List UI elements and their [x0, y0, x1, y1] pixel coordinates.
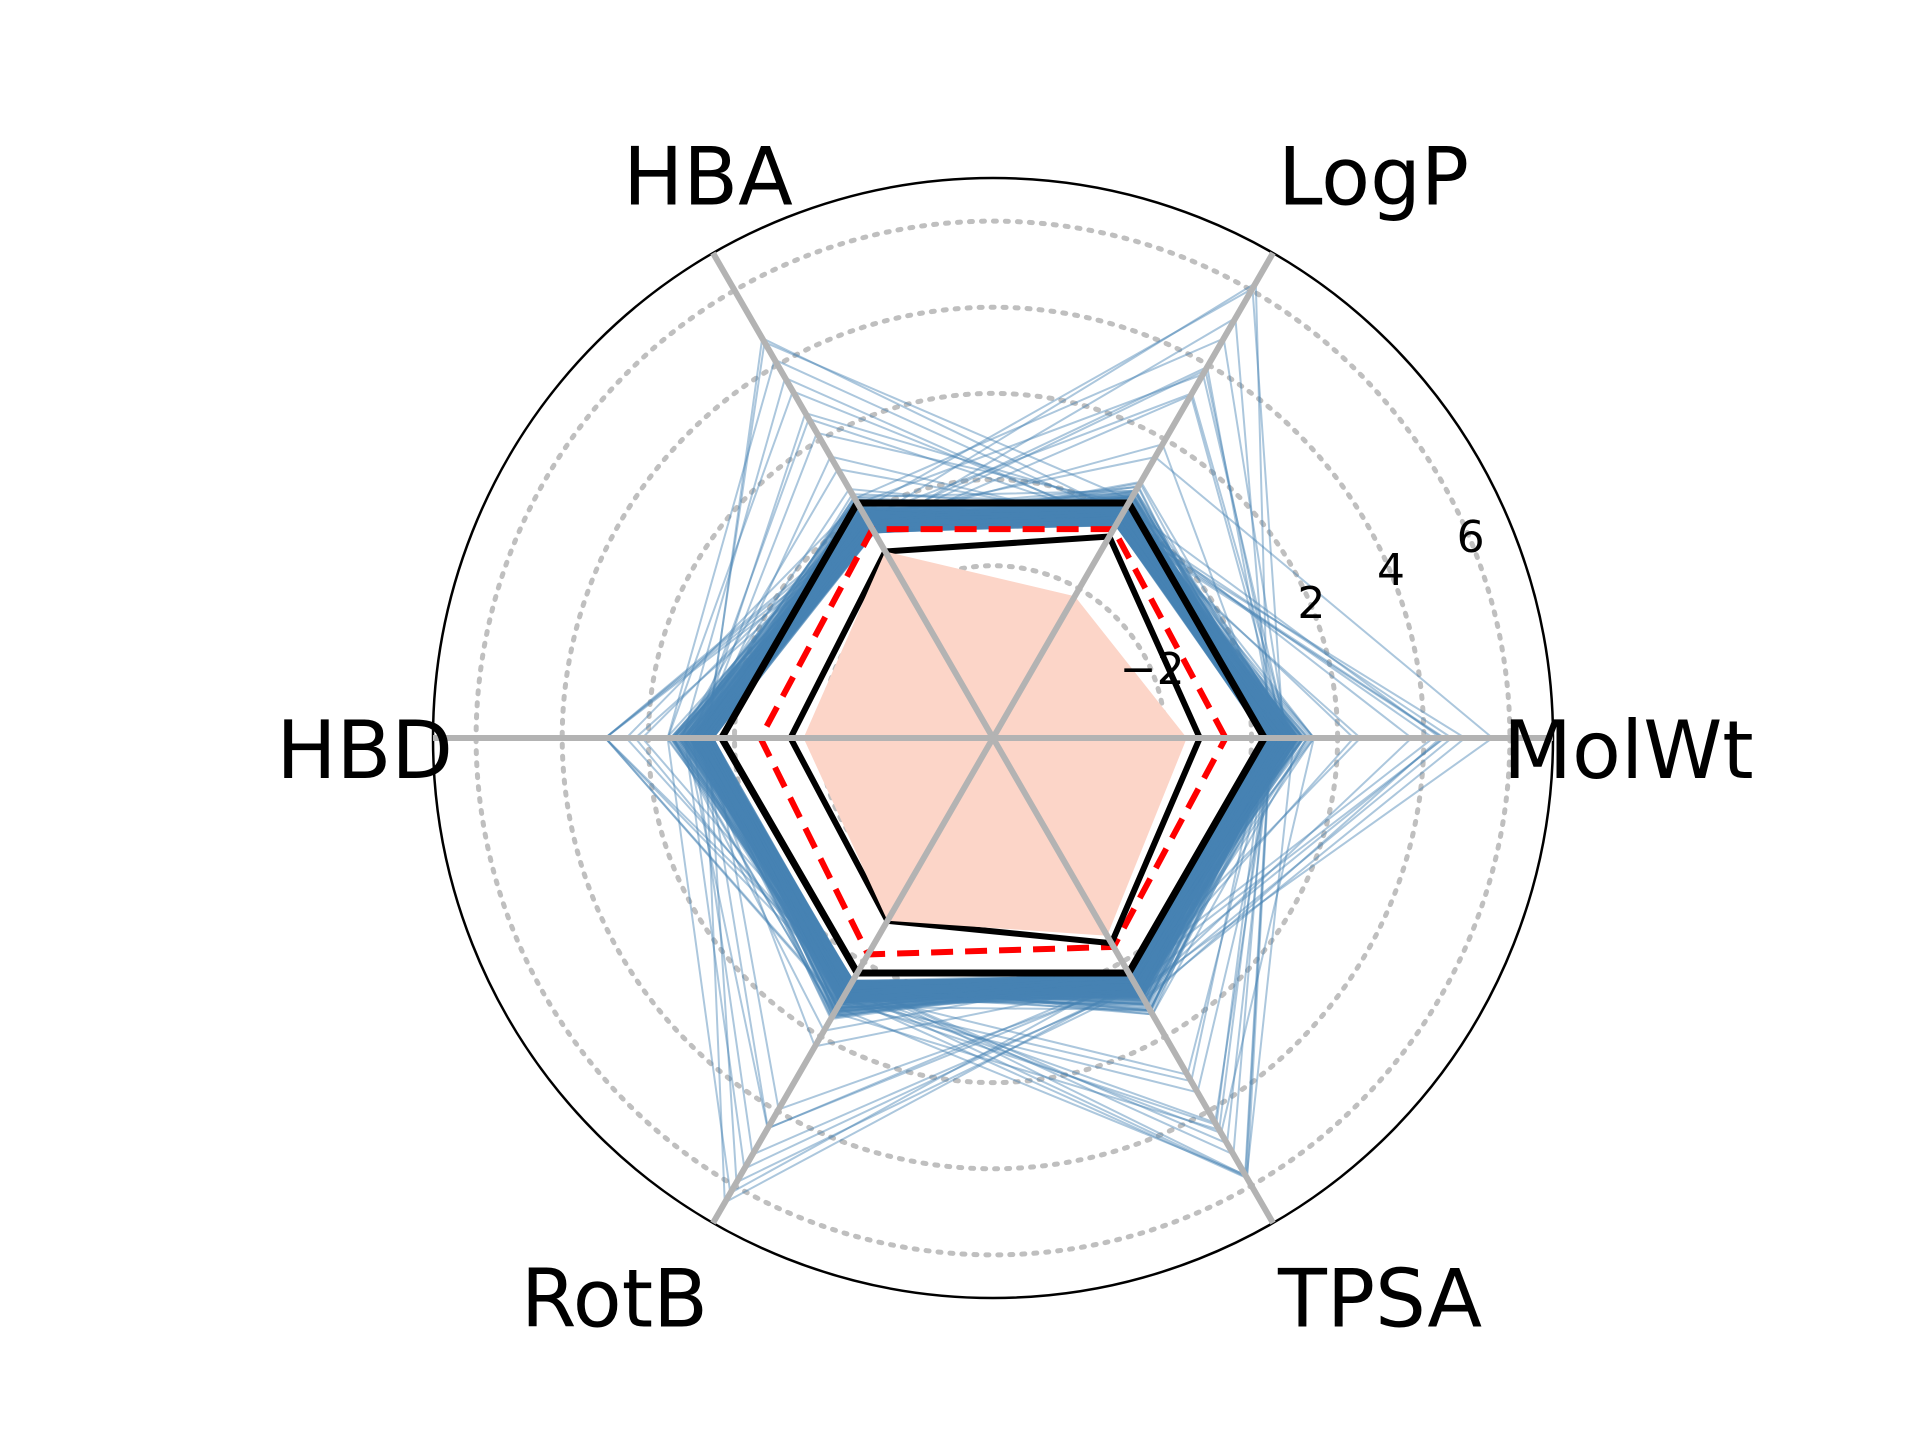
r-tick-label: 6 — [1457, 512, 1485, 563]
axis-spoke — [990, 736, 1276, 1225]
axis-label-hbd: HBD — [276, 704, 453, 797]
r-tick-label: 4 — [1377, 545, 1405, 596]
r-tick-label: 2 — [1297, 578, 1325, 629]
axis-label-molwt: MolWt — [1503, 704, 1754, 797]
r-tick-label: −2 — [1120, 644, 1185, 695]
axis-spoke — [710, 736, 996, 1225]
axis-spoke — [710, 251, 996, 740]
axis-labels-layer: MolWt LogP HBA HBD RotB TPSA — [276, 130, 1753, 1345]
tick-labels-layer: −2 2 4 6 — [1120, 512, 1485, 695]
axis-spoke — [990, 251, 1276, 740]
axis-label-tpsa: TPSA — [1277, 1253, 1482, 1346]
axis-label-logp: LogP — [1278, 130, 1469, 223]
axis-label-rotb: RotB — [521, 1253, 708, 1346]
axis-label-hba: HBA — [623, 130, 793, 223]
